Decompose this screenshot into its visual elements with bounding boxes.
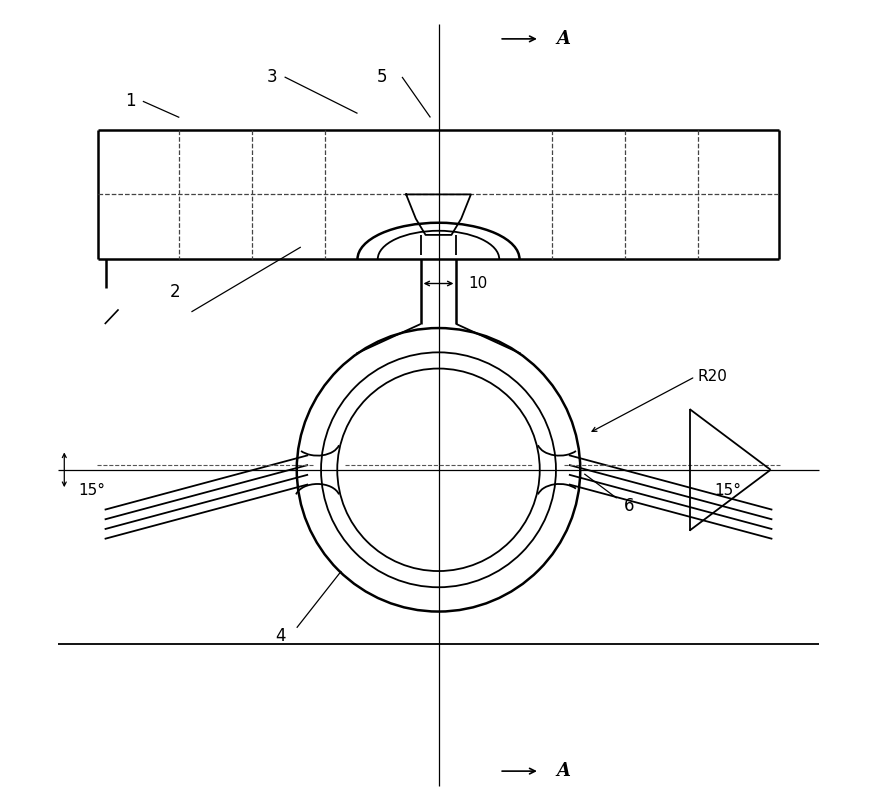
Text: 2: 2 <box>170 283 181 301</box>
Text: 10: 10 <box>468 276 488 291</box>
Text: 6: 6 <box>624 497 634 515</box>
Text: 3: 3 <box>267 68 278 86</box>
Text: A: A <box>556 762 570 780</box>
Text: A: A <box>556 30 570 48</box>
Text: R20: R20 <box>698 369 728 384</box>
Text: 15°: 15° <box>714 483 741 497</box>
Text: 1: 1 <box>125 92 136 110</box>
Text: 5: 5 <box>376 68 387 86</box>
Text: 4: 4 <box>275 627 286 645</box>
Text: 15°: 15° <box>78 483 105 497</box>
